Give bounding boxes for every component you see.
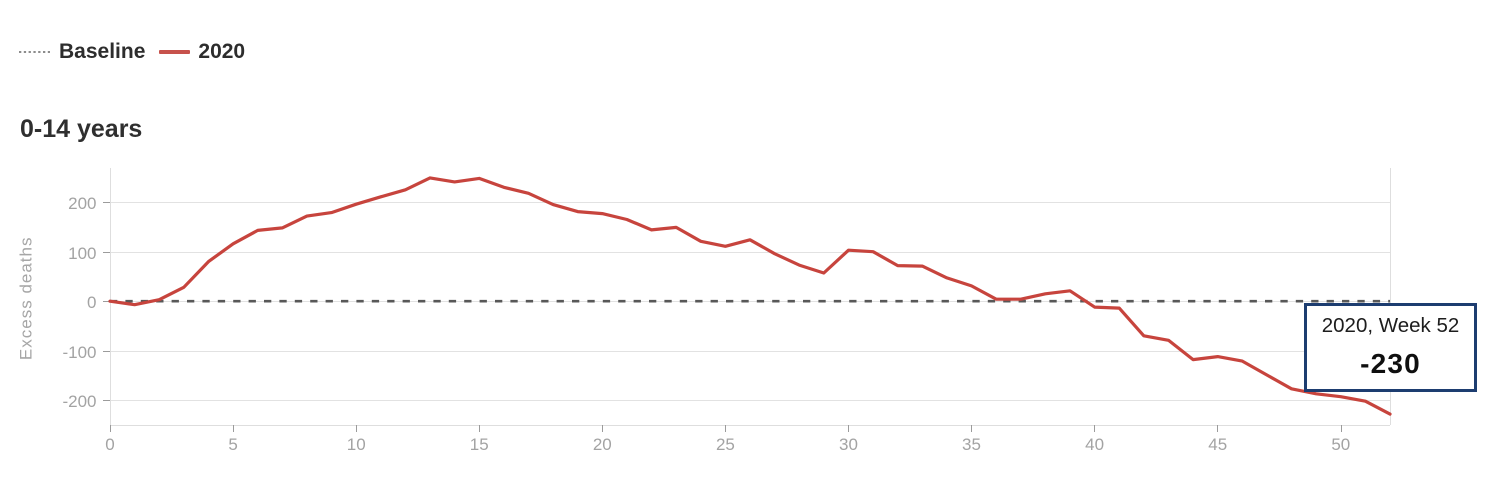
svg-text:200: 200 (68, 194, 96, 213)
svg-text:25: 25 (716, 435, 735, 454)
svg-text:30: 30 (839, 435, 858, 454)
svg-text:35: 35 (962, 435, 981, 454)
svg-text:10: 10 (347, 435, 366, 454)
svg-text:45: 45 (1208, 435, 1227, 454)
svg-text:Excess deaths: Excess deaths (17, 237, 36, 361)
svg-text:-100: -100 (62, 343, 96, 362)
svg-text:100: 100 (68, 244, 96, 263)
svg-text:15: 15 (470, 435, 489, 454)
svg-text:0: 0 (87, 293, 96, 312)
svg-text:5: 5 (228, 435, 237, 454)
svg-text:20: 20 (593, 435, 612, 454)
svg-text:0: 0 (105, 435, 114, 454)
svg-text:-200: -200 (62, 392, 96, 411)
svg-text:50: 50 (1331, 435, 1350, 454)
svg-text:40: 40 (1085, 435, 1104, 454)
